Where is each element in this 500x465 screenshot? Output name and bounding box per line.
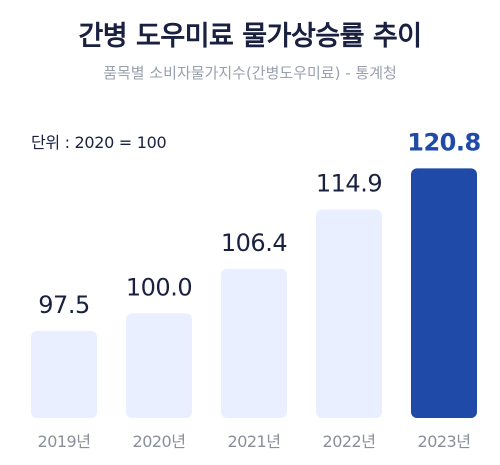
- category-label: 2023년: [418, 432, 471, 451]
- bar-2023년: [411, 168, 477, 418]
- value-label: 120.8: [407, 128, 480, 156]
- category-label: 2020년: [133, 432, 186, 451]
- bar-2020년: [126, 313, 192, 418]
- category-label: 2021년: [228, 432, 281, 451]
- chart-subtitle: 품목별 소비자물가지수(간병도우미료) - 통계청: [103, 64, 397, 82]
- value-label: 97.5: [38, 291, 89, 319]
- value-label: 100.0: [126, 273, 192, 301]
- value-label: 114.9: [316, 170, 382, 198]
- value-label: 106.4: [221, 229, 287, 257]
- chart-title: 간병 도우미료 물가상승률 추이: [78, 21, 422, 52]
- category-label: 2019년: [38, 432, 91, 451]
- category-label: 2022년: [323, 432, 376, 451]
- unit-note: 단위 : 2020 = 100: [31, 133, 167, 152]
- bar-2021년: [221, 268, 287, 418]
- bar-2022년: [316, 209, 382, 418]
- bar-2019년: [31, 330, 97, 418]
